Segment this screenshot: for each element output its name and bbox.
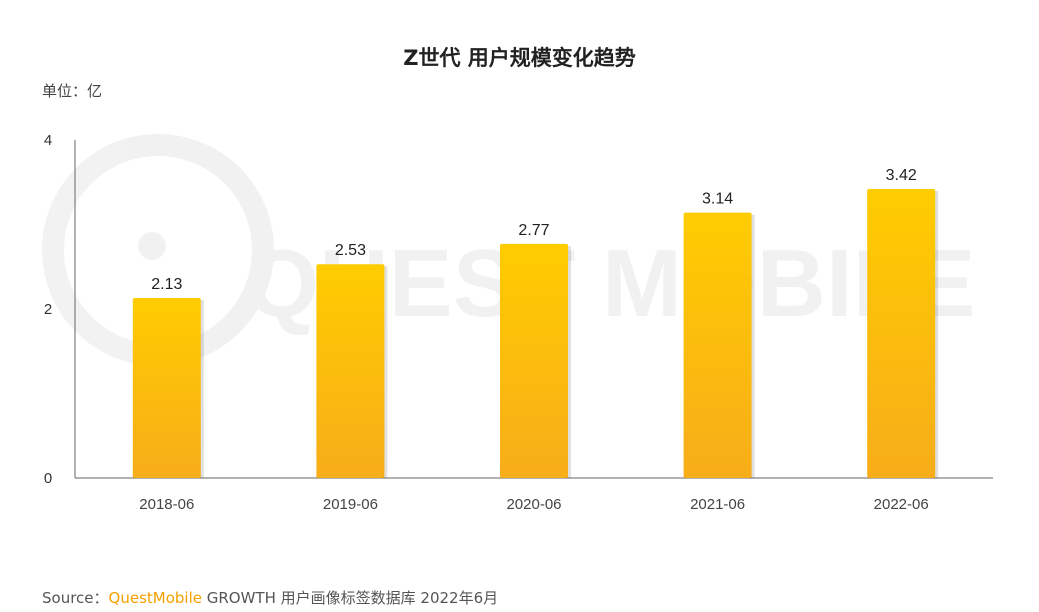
- source-line: Source：QuestMobile GROWTH 用户画像标签数据库 2022…: [42, 587, 498, 608]
- unit-label: 单位：亿: [42, 82, 103, 100]
- chart-title: Z世代 用户规模变化趋势: [403, 46, 636, 70]
- watermark-logo-dot: [138, 232, 166, 260]
- x-tick-label: 2021-06: [690, 496, 745, 513]
- y-tick-label: 4: [44, 132, 52, 149]
- source-brand: QuestMobile: [108, 589, 202, 607]
- x-tick-label: 2022-06: [874, 496, 929, 513]
- bar-value-label: 2.77: [518, 222, 549, 239]
- bar: [867, 189, 936, 478]
- bar-value-label: 3.42: [886, 167, 917, 184]
- source-prefix: Source：: [42, 589, 109, 607]
- x-tick-label: 2019-06: [323, 496, 378, 513]
- x-tick-label: 2018-06: [139, 496, 194, 513]
- bar: [316, 264, 385, 478]
- bar: [132, 298, 201, 478]
- bar: [500, 243, 568, 478]
- x-tick-label: 2020-06: [506, 496, 561, 513]
- bar: [683, 212, 752, 479]
- source-text: GROWTH 用户画像标签数据库 2022年6月: [201, 589, 499, 607]
- bar-value-label: 2.53: [335, 242, 366, 259]
- bar-value-label: 2.13: [151, 276, 182, 293]
- bar-value-label: 3.14: [702, 191, 733, 208]
- y-tick-label: 0: [44, 470, 52, 487]
- y-tick-label: 2: [44, 301, 52, 318]
